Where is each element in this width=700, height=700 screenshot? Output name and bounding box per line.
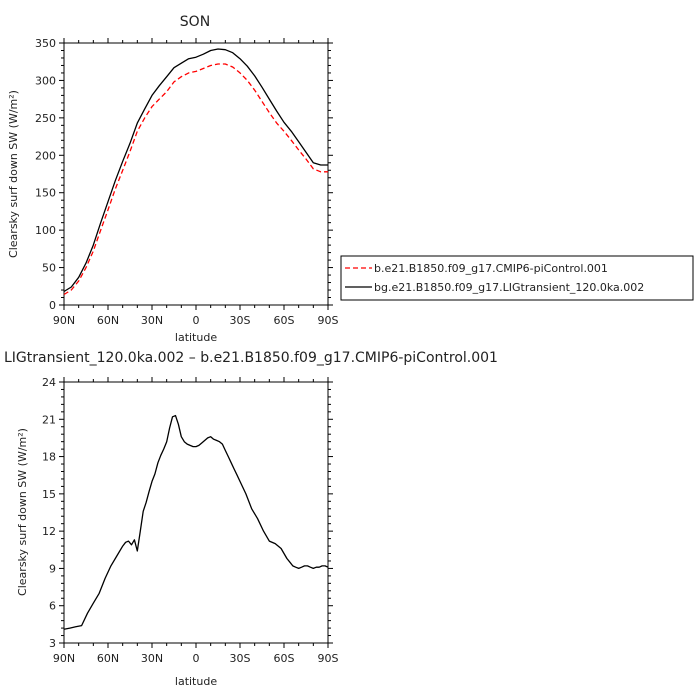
- top-series-line-0: [63, 63, 328, 296]
- top-y-tick-label: 0: [49, 299, 56, 312]
- top-panel: SON 90N 60N 30N 0 30S 60S 90S 0 50 100 150 200 250 30…: [7, 14, 339, 344]
- top-x-tick-label: 90N: [53, 314, 75, 327]
- bottom-series-line-0: [63, 414, 329, 630]
- bottom-y-tick-label: 12: [42, 525, 56, 538]
- top-y-tick-label: 250: [35, 112, 56, 125]
- top-x-tick-label: 0: [193, 314, 200, 327]
- bottom-x-tick-label: 30N: [141, 652, 163, 665]
- bottom-x-tick-label: 60N: [97, 652, 119, 665]
- top-series-lines: [63, 48, 328, 296]
- top-y-tick-label: 50: [42, 262, 56, 275]
- top-y-axis-label: Clearsky surf down SW (W/m²): [7, 90, 20, 258]
- top-axis-ticks: 90N 60N 30N 0 30S 60S 90S 0 50 100 150 200 250 300 350: [35, 37, 339, 327]
- bottom-x-tick-label: 60S: [274, 652, 295, 665]
- bottom-x-tick-label: 90N: [53, 652, 75, 665]
- bottom-y-tick-label: 6: [49, 600, 56, 613]
- bottom-y-tick-label: 21: [42, 413, 56, 426]
- bottom-y-tick-label: 9: [49, 562, 56, 575]
- legend-label-ligtransient: bg.e21.B1850.f09_g17.LIGtransient_120.0k…: [374, 281, 644, 294]
- bottom-y-tick-label: 18: [42, 451, 56, 464]
- bottom-plot-frame: [63, 381, 329, 644]
- top-y-tick-label: 100: [35, 224, 56, 237]
- top-chart-title: SON: [180, 14, 210, 30]
- bottom-y-tick-label: 24: [42, 376, 56, 389]
- bottom-series-lines: [63, 414, 329, 630]
- top-plot-frame: [63, 42, 329, 306]
- top-x-tick-label: 30N: [141, 314, 163, 327]
- top-x-tick-label: 30S: [230, 314, 251, 327]
- legend-label-picontrol: b.e21.B1850.f09_g17.CMIP6-piControl.001: [374, 262, 608, 275]
- bottom-x-tick-label: 90S: [318, 652, 339, 665]
- top-x-axis-label: latitude: [175, 331, 217, 344]
- bottom-chart-title: LIGtransient_120.0ka.002 – b.e21.B1850.f…: [4, 350, 498, 366]
- legend-box: [340, 255, 694, 301]
- bottom-panel: LIGtransient_120.0ka.002 – b.e21.B1850.f…: [4, 350, 498, 688]
- top-y-tick-label: 150: [35, 187, 56, 200]
- bottom-axis-ticks: 90N 60N 30N 0 30S 60S 90S 3 6 9 12 15 18 21 24: [42, 376, 339, 665]
- bottom-y-tick-label: 15: [42, 488, 56, 501]
- legend: b.e21.B1850.f09_g17.CMIP6-piControl.001 …: [340, 255, 694, 301]
- bottom-y-tick-label: 3: [49, 637, 56, 650]
- top-y-tick-label: 350: [35, 37, 56, 50]
- top-x-tick-label: 60N: [97, 314, 119, 327]
- top-y-tick-label: 300: [35, 74, 56, 87]
- top-x-tick-label: 60S: [274, 314, 295, 327]
- bottom-x-axis-label: latitude: [175, 675, 217, 688]
- bottom-y-axis-label: Clearsky surf down SW (W/m²): [16, 428, 29, 596]
- top-y-tick-label: 200: [35, 149, 56, 162]
- bottom-x-tick-label: 30S: [230, 652, 251, 665]
- top-series-line-1: [63, 48, 328, 293]
- bottom-x-tick-label: 0: [193, 652, 200, 665]
- top-x-tick-label: 90S: [318, 314, 339, 327]
